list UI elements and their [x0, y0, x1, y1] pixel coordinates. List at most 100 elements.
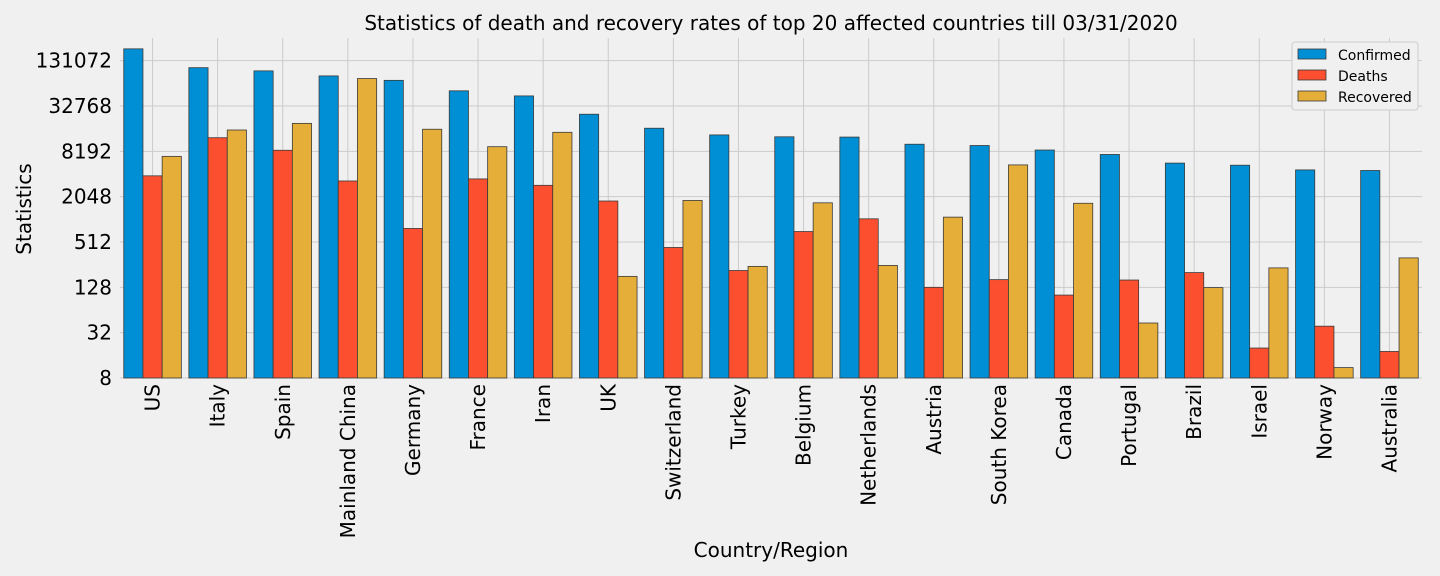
bar-confirmed-uk: [579, 113, 600, 379]
bar-deaths-israel: [1249, 347, 1270, 379]
x-tick-label: Germany: [401, 384, 425, 476]
x-tick-label: Netherlands: [857, 384, 881, 506]
x-tick-label: Austria: [922, 384, 946, 455]
x-ticks-layer: US Italy Spain Mainland China Germany France I…: [141, 383, 1402, 538]
bar-recovered-brazil: [1203, 287, 1224, 379]
bar-confirmed-brazil: [1164, 162, 1185, 379]
legend-label-deaths: Deaths: [1338, 69, 1388, 85]
legend-label-confirmed: Confirmed: [1338, 48, 1411, 64]
y-tick-label: 128: [74, 275, 112, 299]
bar-confirmed-germany: [383, 79, 404, 379]
bar-deaths-uk: [598, 200, 619, 379]
bar-confirmed-turkey: [709, 134, 730, 379]
bar-confirmed-mainland-china: [318, 75, 339, 379]
bar-confirmed-belgium: [774, 136, 795, 379]
bar-deaths-norway: [1314, 325, 1335, 379]
bar-deaths-portugal: [1119, 279, 1140, 379]
legend: Confirmed Deaths Recovered: [1291, 41, 1419, 111]
x-tick-label: Israel: [1247, 384, 1271, 439]
y-ticks-layer: 8 32 128 512 2048 8192 32768 131072: [36, 49, 112, 390]
x-tick-label: Belgium: [792, 384, 816, 466]
bar-recovered-germany: [422, 128, 443, 379]
bar-recovered-france: [487, 146, 508, 379]
bar-recovered-switzerland: [682, 200, 703, 379]
x-tick-label: Australia: [1377, 384, 1401, 472]
bar-recovered-portugal: [1138, 322, 1159, 379]
bar-deaths-belgium: [793, 231, 814, 379]
x-tick-label: Mainland China: [336, 384, 360, 538]
y-tick-label: 32768: [48, 94, 112, 118]
bar-deaths-netherlands: [858, 218, 879, 379]
bar-deaths-turkey: [728, 270, 749, 379]
legend-label-recovered: Recovered: [1338, 90, 1412, 106]
bar-deaths-spain: [272, 149, 293, 379]
bar-confirmed-switzerland: [644, 127, 665, 379]
bar-deaths-austria: [923, 286, 944, 379]
bar-deaths-australia: [1379, 351, 1400, 379]
x-tick-label: Brazil: [1182, 384, 1206, 440]
bar-deaths-iran: [533, 184, 554, 379]
bar-recovered-mainland-china: [357, 78, 378, 379]
y-axis-label: Statistics: [12, 163, 36, 254]
bars-layer: [123, 48, 1419, 379]
bar-confirmed-iran: [513, 95, 534, 379]
bar-deaths-france: [468, 178, 489, 379]
bar-confirmed-israel: [1230, 164, 1251, 379]
y-tick-label: 32: [87, 321, 112, 345]
bar-recovered-turkey: [747, 265, 768, 379]
x-tick-label: Canada: [1052, 384, 1076, 460]
bar-confirmed-portugal: [1099, 154, 1120, 379]
y-tick-label: 2048: [61, 185, 112, 209]
bar-recovered-israel: [1268, 267, 1289, 379]
chart-title: Statistics of death and recovery rates o…: [364, 11, 1177, 35]
bar-deaths-canada: [1053, 294, 1074, 379]
x-axis-label: Country/Region: [694, 538, 849, 562]
bar-confirmed-austria: [904, 143, 925, 379]
bar-recovered-spain: [291, 122, 312, 379]
y-tick-label: 8: [99, 366, 112, 390]
y-tick-label: 8192: [61, 139, 112, 163]
bar-confirmed-us: [123, 48, 144, 379]
x-tick-label: UK: [596, 383, 620, 412]
bar-deaths-germany: [402, 228, 423, 379]
bar-confirmed-australia: [1360, 170, 1381, 379]
bar-deaths-mainland-china: [337, 180, 358, 379]
x-tick-label: Turkey: [726, 384, 750, 450]
bar-recovered-canada: [1073, 202, 1094, 379]
bar-confirmed-south-korea: [969, 145, 990, 379]
bar-recovered-austria: [942, 216, 963, 379]
bar-deaths-brazil: [1184, 272, 1205, 379]
bar-recovered-italy: [226, 129, 247, 379]
bar-recovered-belgium: [812, 202, 833, 379]
legend-swatch-deaths: [1297, 69, 1327, 81]
bar-recovered-us: [161, 155, 182, 379]
y-tick-label: 131072: [36, 49, 112, 73]
legend-swatch-confirmed: [1297, 48, 1327, 60]
x-tick-label: Portugal: [1117, 384, 1141, 467]
bar-confirmed-norway: [1295, 169, 1316, 379]
bar-confirmed-spain: [253, 70, 274, 379]
x-tick-label: Switzerland: [661, 384, 685, 501]
bar-confirmed-canada: [1034, 149, 1055, 379]
bar-recovered-uk: [617, 275, 638, 379]
bar-recovered-south-korea: [1008, 164, 1029, 379]
bar-confirmed-italy: [188, 67, 209, 379]
bar-confirmed-netherlands: [839, 136, 860, 379]
bar-confirmed-france: [448, 90, 469, 379]
x-tick-label: Iran: [531, 384, 555, 423]
y-tick-label: 512: [74, 230, 112, 254]
bar-recovered-norway: [1333, 367, 1354, 379]
x-tick-label: Italy: [206, 384, 230, 428]
bar-recovered-netherlands: [877, 265, 898, 379]
x-tick-label: Norway: [1312, 384, 1336, 460]
bar-deaths-south-korea: [988, 279, 1009, 379]
x-tick-label: France: [466, 384, 490, 451]
bar-recovered-iran: [552, 131, 573, 379]
x-tick-label: South Korea: [987, 384, 1011, 505]
x-tick-label: US: [141, 384, 165, 411]
legend-swatch-recovered: [1297, 90, 1327, 102]
bar-deaths-italy: [207, 137, 228, 379]
bar-deaths-us: [142, 175, 163, 379]
